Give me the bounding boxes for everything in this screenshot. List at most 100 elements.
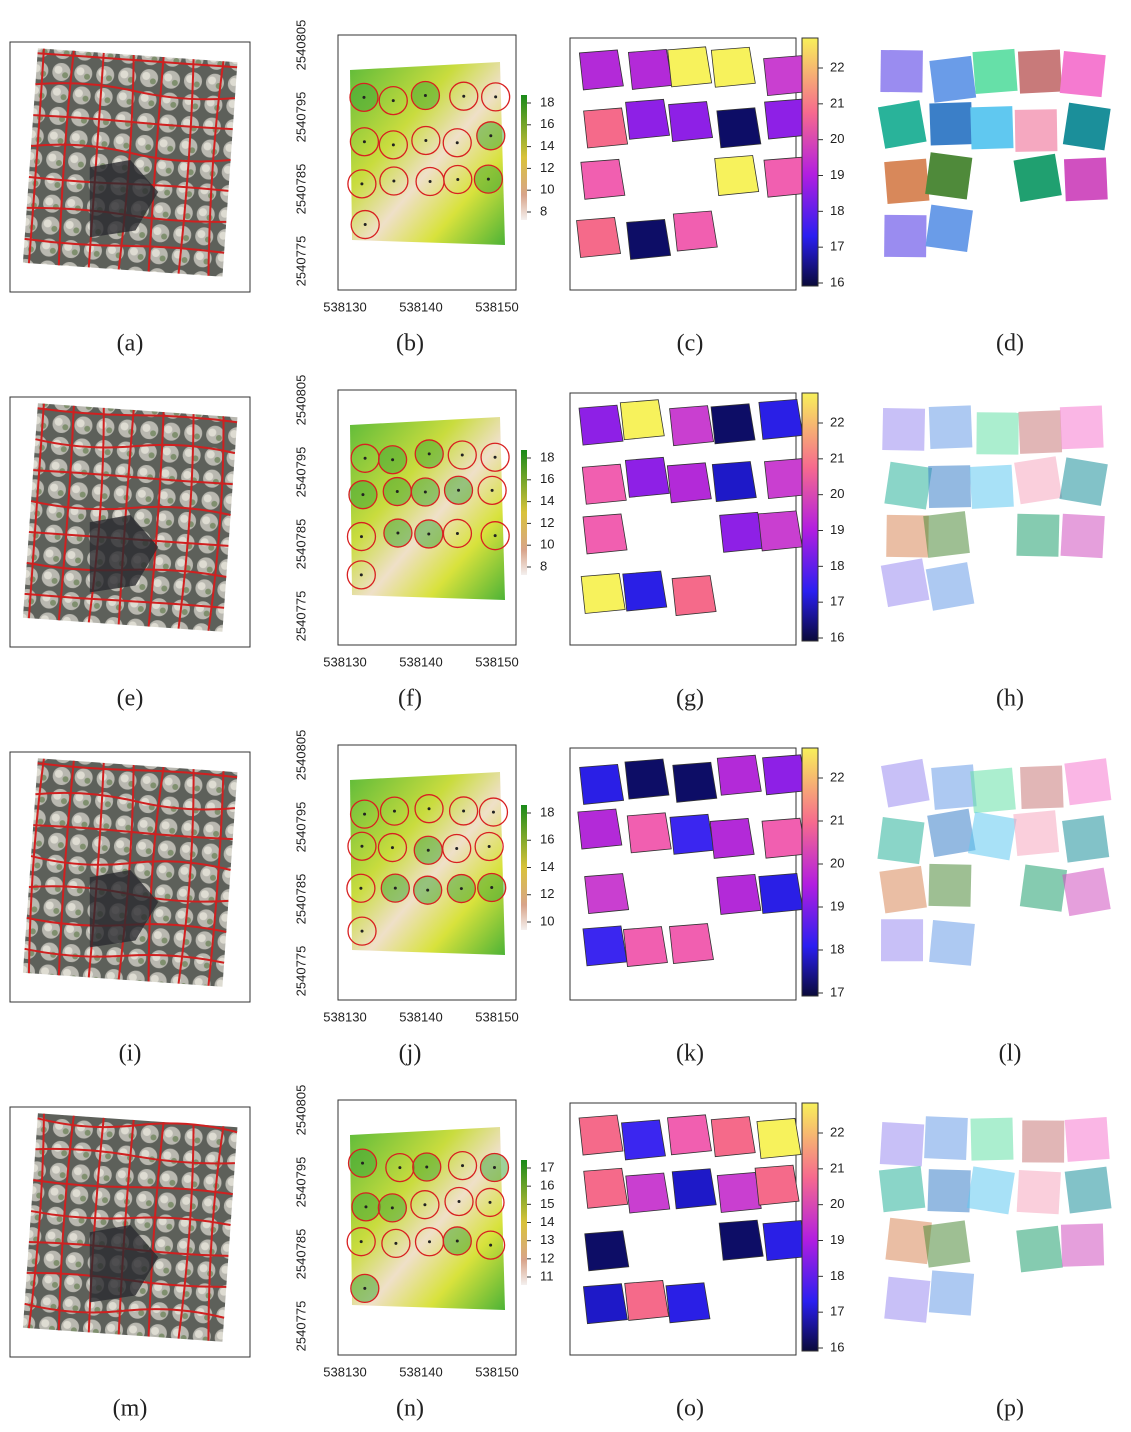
crown-polygon: [668, 47, 712, 87]
tree-points: [926, 562, 975, 611]
treetop: [489, 1201, 492, 1204]
treetop: [458, 1200, 461, 1203]
treetop: [392, 180, 395, 183]
panel-label: (k): [676, 1041, 704, 1067]
treetop: [493, 1166, 496, 1169]
treetop: [364, 1205, 367, 1208]
colorbar-label: 11: [540, 1268, 554, 1283]
treetop: [428, 807, 431, 810]
panel-label: (p): [996, 1396, 1024, 1422]
treetop: [364, 223, 367, 226]
crown-polygon: [579, 1115, 623, 1155]
treetop: [423, 1203, 426, 1206]
y-tick-label: 2540785: [293, 1229, 308, 1280]
tree-points: [879, 866, 927, 914]
tree-points: [925, 152, 972, 199]
tree-points: [881, 759, 930, 808]
tree-points: [881, 558, 930, 607]
treetop: [489, 134, 492, 137]
tree-points: [1016, 514, 1059, 557]
tree-points: [886, 515, 929, 558]
treetop: [426, 889, 429, 892]
colorbar-label: 14: [540, 859, 554, 874]
x-tick-label: 538140: [399, 654, 442, 669]
crown-polygon: [673, 211, 717, 251]
colorbar-label: 12: [540, 515, 554, 530]
colorbar-label: 20: [830, 486, 844, 501]
treetop: [363, 1287, 366, 1290]
treetop: [457, 489, 460, 492]
chm-colorbar: [521, 95, 527, 220]
panels: 5381305381405381502540805254079525407852…: [10, 20, 1112, 1422]
crown-polygon: [580, 764, 624, 804]
tree-points: [1014, 456, 1062, 504]
treetop: [362, 96, 365, 99]
treetop: [360, 1240, 363, 1243]
tree-points: [880, 1122, 924, 1166]
treetop: [360, 845, 363, 848]
tree-points: [976, 412, 1018, 454]
treetop: [427, 532, 430, 535]
tree-points: [927, 809, 975, 857]
chm-colorbar: [521, 1160, 527, 1285]
colorbar-label: 16: [830, 274, 844, 289]
tree-points: [1060, 405, 1104, 449]
colorbar-label: 18: [830, 941, 844, 956]
tree-points: [972, 49, 1017, 94]
tree-points: [1061, 1223, 1104, 1266]
crown-polygon: [670, 814, 714, 854]
photo: [23, 1113, 238, 1341]
treetop: [424, 139, 427, 142]
colorbar-label: 8: [540, 203, 547, 218]
crown-polygon: [669, 102, 713, 142]
colorbar-label: 16: [540, 1178, 554, 1193]
tree-points: [1013, 810, 1059, 856]
treetop: [363, 140, 366, 143]
treetop: [364, 457, 367, 460]
tree-points: [929, 405, 973, 449]
crown-polygon: [720, 512, 764, 552]
photo: [23, 48, 238, 276]
colorbar-label: 20: [830, 131, 844, 146]
crown-polygon: [585, 874, 629, 914]
crown-polygon: [759, 873, 803, 913]
tree-points: [928, 465, 971, 508]
treetop: [396, 490, 399, 493]
tree-points: [924, 1116, 968, 1160]
treetop: [494, 534, 497, 537]
x-tick-label: 538130: [323, 1009, 366, 1024]
colorbar-label: 18: [540, 94, 554, 109]
treetop: [424, 94, 427, 97]
tree-points: [1065, 1117, 1110, 1162]
treetop: [428, 452, 431, 455]
y-tick-label: 2540785: [293, 874, 308, 925]
treetop: [391, 846, 394, 849]
tree-points: [1018, 410, 1062, 454]
crown-polygon: [627, 219, 671, 259]
photo: [23, 758, 238, 986]
treetop: [456, 532, 459, 535]
x-tick-label: 538140: [399, 1364, 442, 1379]
colorbar-label: 16: [830, 629, 844, 644]
tree-points: [970, 768, 1016, 814]
tree-points: [928, 864, 971, 907]
crown-polygon: [715, 156, 759, 196]
treetop: [360, 535, 363, 538]
treetop: [391, 458, 394, 461]
treetop: [492, 811, 495, 814]
tree-points: [967, 1166, 1015, 1214]
treetop: [360, 182, 363, 185]
tree-points: [970, 1118, 1013, 1161]
colorbar-label: 19: [830, 1232, 844, 1247]
crown-polygon: [758, 511, 802, 551]
y-tick-label: 2540775: [293, 591, 308, 642]
y-tick-label: 2540805: [293, 1085, 308, 1136]
colorbar-label: 18: [830, 203, 844, 218]
tree-points: [1064, 157, 1108, 201]
tree-points: [879, 1166, 925, 1212]
crown-polygon: [583, 926, 627, 966]
y-tick-label: 2540805: [293, 375, 308, 426]
colorbar-label: 22: [830, 1124, 844, 1139]
tree-points: [929, 102, 972, 145]
tree-points: [1064, 758, 1111, 805]
